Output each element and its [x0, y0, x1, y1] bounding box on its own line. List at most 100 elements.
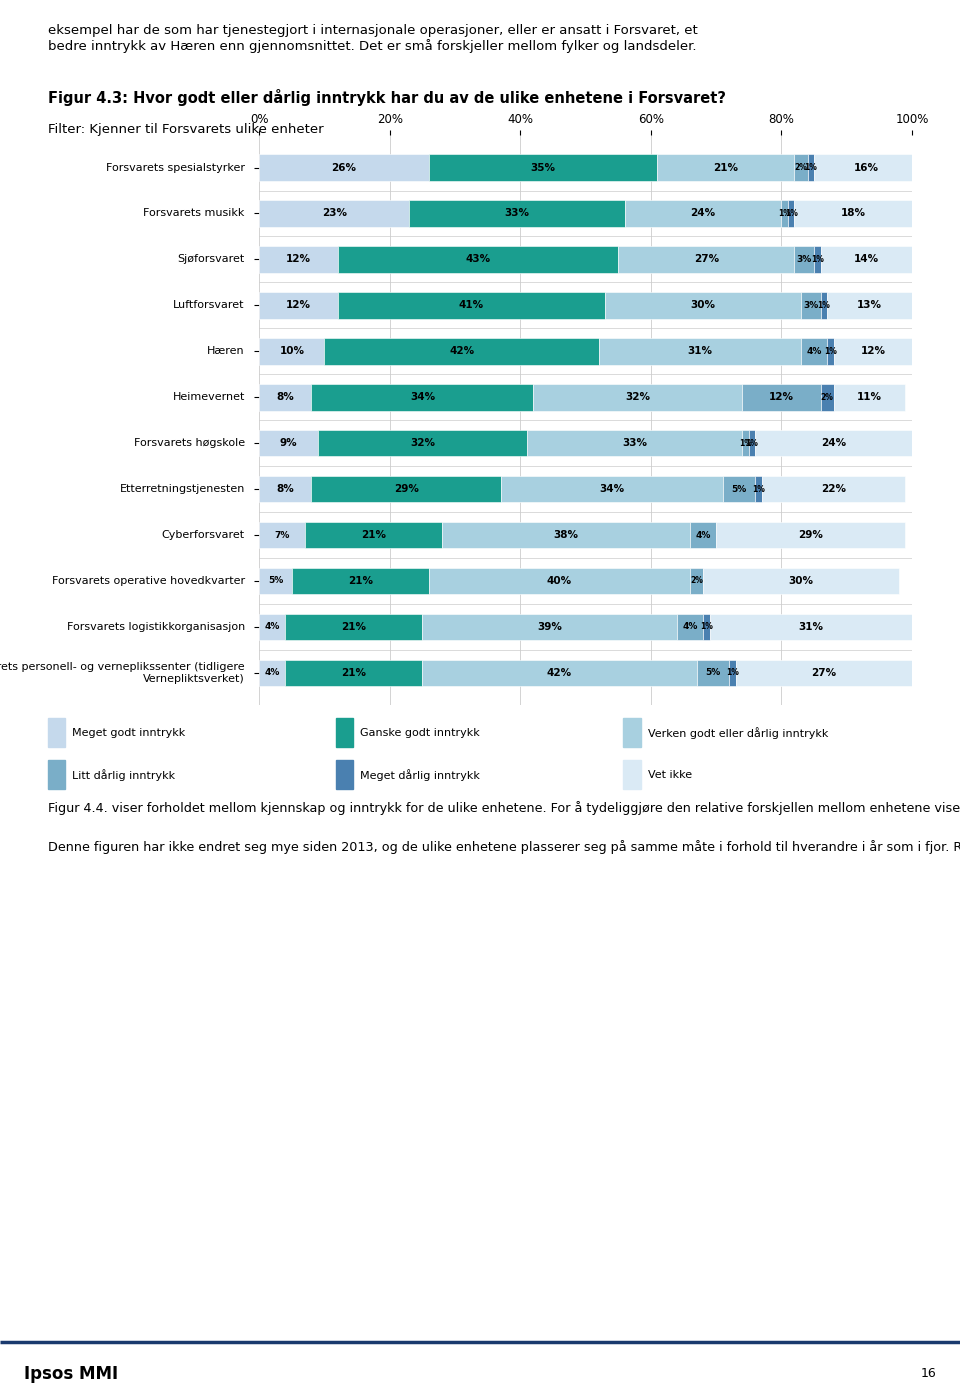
Text: Forsvarets musikk: Forsvarets musikk: [143, 208, 245, 219]
Text: 32%: 32%: [625, 392, 650, 402]
Bar: [311, 476, 501, 503]
Text: 31%: 31%: [799, 621, 824, 632]
Bar: [259, 246, 338, 272]
Text: 1%: 1%: [811, 255, 824, 264]
Text: 35%: 35%: [531, 162, 556, 173]
Bar: [442, 522, 690, 549]
Text: Verken godt eller dårlig inntrykk: Verken godt eller dårlig inntrykk: [648, 727, 828, 738]
Text: 1%: 1%: [817, 302, 830, 310]
Text: Forsvarets høgskole: Forsvarets høgskole: [133, 438, 245, 448]
Text: 12%: 12%: [286, 254, 311, 264]
Bar: [756, 476, 762, 503]
Text: eksempel har de som har tjenestegjort i internasjonale operasjoner, eller er ans: eksempel har de som har tjenestegjort i …: [48, 24, 698, 53]
Text: Forsvarets operative hovedkvarter: Forsvarets operative hovedkvarter: [52, 577, 245, 586]
Bar: [338, 246, 618, 272]
Text: 21%: 21%: [348, 577, 372, 586]
Text: 1%: 1%: [804, 163, 817, 172]
Bar: [762, 476, 905, 503]
Bar: [723, 476, 756, 503]
Bar: [259, 568, 292, 595]
Bar: [735, 659, 912, 687]
Bar: [828, 338, 833, 364]
Text: 31%: 31%: [687, 346, 712, 356]
Text: 24%: 24%: [690, 208, 715, 219]
Text: 33%: 33%: [505, 208, 530, 219]
Bar: [429, 154, 658, 181]
Text: Vet ikke: Vet ikke: [648, 769, 692, 780]
Text: Cyberforsvaret: Cyberforsvaret: [161, 530, 245, 540]
Text: 18%: 18%: [841, 208, 866, 219]
Bar: [703, 568, 899, 595]
Text: 32%: 32%: [410, 438, 435, 448]
Text: Etterretningstjenesten: Etterretningstjenesten: [119, 484, 245, 494]
Bar: [259, 200, 409, 226]
Bar: [336, 718, 353, 747]
Bar: [814, 246, 821, 272]
Bar: [814, 154, 919, 181]
Bar: [429, 568, 690, 595]
Text: 42%: 42%: [547, 667, 572, 678]
Bar: [259, 338, 324, 364]
Text: 11%: 11%: [857, 392, 882, 402]
Bar: [292, 568, 429, 595]
Text: 39%: 39%: [538, 621, 563, 632]
Text: 1%: 1%: [700, 623, 713, 631]
Text: 5%: 5%: [268, 577, 283, 585]
Text: Forsvarets spesialstyrker: Forsvarets spesialstyrker: [106, 162, 245, 173]
Bar: [259, 522, 305, 549]
Text: 29%: 29%: [799, 530, 824, 540]
Bar: [690, 522, 716, 549]
Bar: [709, 614, 912, 641]
Text: 4%: 4%: [806, 346, 822, 356]
Bar: [821, 384, 833, 410]
Text: 30%: 30%: [788, 577, 813, 586]
Bar: [48, 718, 65, 747]
Text: Hæren: Hæren: [207, 346, 245, 356]
Text: 1%: 1%: [784, 209, 798, 218]
Bar: [716, 522, 905, 549]
Text: 34%: 34%: [599, 484, 624, 494]
Bar: [781, 200, 788, 226]
Text: 29%: 29%: [394, 484, 419, 494]
Text: 41%: 41%: [459, 300, 484, 310]
Text: 4%: 4%: [683, 623, 698, 631]
Text: Litt dårlig inntrykk: Litt dårlig inntrykk: [72, 769, 176, 780]
Text: Ganske godt inntrykk: Ganske godt inntrykk: [360, 727, 480, 738]
Text: Figur 4.4. viser forholdet mellom kjennskap og inntrykk for de ulike enhetene. F: Figur 4.4. viser forholdet mellom kjenns…: [48, 801, 960, 854]
Text: Forsvarets personell- og verneplikssenter (tidligere
Vernepliktsverket): Forsvarets personell- og verneplikssente…: [0, 662, 245, 684]
Bar: [625, 200, 781, 226]
Bar: [801, 292, 821, 318]
Bar: [259, 430, 318, 456]
Bar: [605, 292, 801, 318]
Bar: [828, 292, 912, 318]
Bar: [259, 292, 338, 318]
Bar: [833, 384, 905, 410]
Bar: [259, 614, 285, 641]
Bar: [422, 659, 697, 687]
Bar: [599, 338, 801, 364]
Bar: [749, 430, 756, 456]
Text: Heimevernet: Heimevernet: [173, 392, 245, 402]
Text: 8%: 8%: [276, 392, 294, 402]
Text: 9%: 9%: [279, 438, 298, 448]
Text: 4%: 4%: [265, 669, 280, 677]
Text: 4%: 4%: [695, 530, 710, 539]
Text: 21%: 21%: [361, 530, 386, 540]
Text: 1%: 1%: [739, 438, 752, 448]
Text: 8%: 8%: [276, 484, 294, 494]
Bar: [311, 384, 534, 410]
Text: Forsvarets logistikkorganisasjon: Forsvarets logistikkorganisasjon: [66, 621, 245, 632]
Text: 14%: 14%: [853, 254, 878, 264]
Text: 1%: 1%: [779, 209, 791, 218]
Bar: [305, 522, 442, 549]
Bar: [658, 154, 795, 181]
Text: 5%: 5%: [732, 484, 747, 494]
Bar: [324, 338, 599, 364]
Text: Meget dårlig inntrykk: Meget dårlig inntrykk: [360, 769, 480, 780]
Bar: [259, 659, 285, 687]
Bar: [742, 384, 821, 410]
Bar: [409, 200, 625, 226]
Text: Sjøforsvaret: Sjøforsvaret: [178, 254, 245, 264]
Bar: [730, 659, 735, 687]
Bar: [795, 200, 912, 226]
